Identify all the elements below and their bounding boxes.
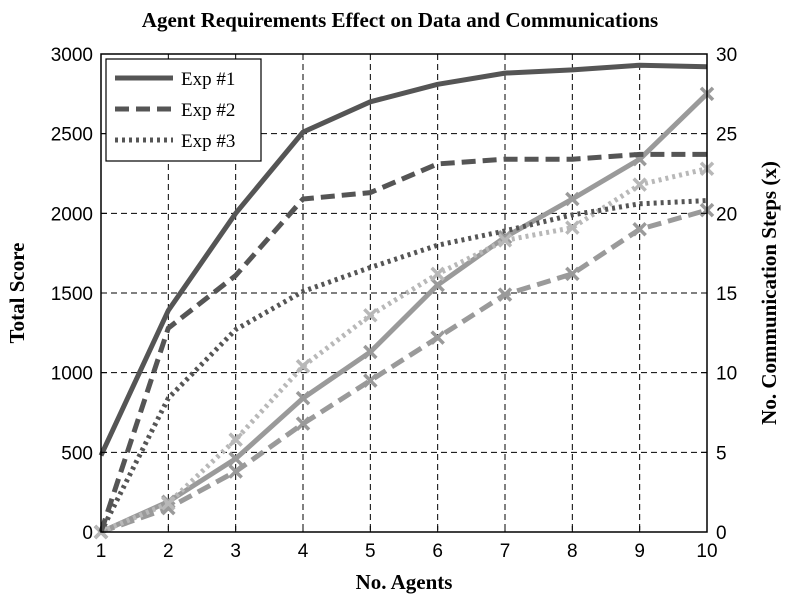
x-tick-label: 2 bbox=[163, 541, 174, 562]
series-line-3 bbox=[98, 198, 708, 534]
y-tick-label: 2000 bbox=[51, 204, 93, 225]
series-5-point bbox=[565, 266, 580, 282]
series-line-4 bbox=[99, 92, 709, 535]
x-axis-label: No. Agents bbox=[356, 570, 453, 594]
series-line-6 bbox=[100, 166, 708, 535]
y-axis-label: Total Score bbox=[5, 243, 29, 344]
series-4-point bbox=[430, 277, 445, 293]
y2-tick-label: 20 bbox=[716, 204, 737, 225]
series-5-point bbox=[161, 500, 176, 516]
y-tick-label: 1500 bbox=[51, 284, 93, 305]
x-tick-label: 9 bbox=[634, 541, 645, 562]
series-5-point bbox=[632, 222, 647, 237]
series-6-point bbox=[161, 496, 176, 511]
series-6-point bbox=[565, 220, 580, 235]
series-6-point bbox=[295, 359, 311, 374]
series-6-point bbox=[228, 432, 243, 447]
y-tick-label: 500 bbox=[61, 443, 93, 464]
y2-tick-label: 5 bbox=[716, 443, 727, 464]
series-line-2 bbox=[98, 151, 707, 533]
series-4-point bbox=[497, 229, 513, 245]
legend: Exp #1 Exp #2 Exp #3 bbox=[105, 58, 262, 162]
series-4-point bbox=[295, 390, 311, 406]
x-tick-label: 4 bbox=[298, 541, 309, 562]
series-4-point bbox=[565, 191, 580, 207]
x-tick-label: 5 bbox=[365, 541, 376, 562]
y2-tick-label: 10 bbox=[716, 364, 737, 385]
y2-tick-label: 25 bbox=[716, 125, 737, 146]
series-5-point bbox=[497, 287, 513, 302]
x-tick-label: 8 bbox=[567, 541, 578, 562]
legend-label: Exp #1 bbox=[181, 69, 235, 90]
y2-tick-label: 15 bbox=[716, 284, 737, 305]
series-layer bbox=[93, 62, 715, 540]
legend-label: Exp #3 bbox=[181, 131, 235, 152]
series-6-point bbox=[363, 308, 378, 323]
series-5-point bbox=[363, 373, 378, 388]
series-6-point bbox=[497, 233, 513, 248]
y-tick-label: 3000 bbox=[51, 45, 93, 66]
x-tick-label: 1 bbox=[96, 541, 107, 562]
series-5-point bbox=[295, 416, 311, 431]
series-5-point bbox=[430, 330, 445, 345]
x-tick-label: 6 bbox=[432, 541, 443, 562]
series-4-point bbox=[363, 344, 378, 360]
series-6-point bbox=[430, 266, 445, 282]
chart-title: Agent Requirements Effect on Data and Co… bbox=[142, 8, 658, 32]
series-line-1 bbox=[98, 62, 708, 457]
x-tick-label: 3 bbox=[230, 541, 241, 562]
series-5-point bbox=[228, 464, 243, 479]
y-tick-label: 2500 bbox=[51, 125, 93, 146]
y-tick-label: 1000 bbox=[51, 364, 93, 385]
y2-tick-label: 0 bbox=[716, 523, 727, 544]
y-tick-label: 0 bbox=[82, 523, 93, 544]
series-4-point bbox=[228, 451, 243, 466]
y2-axis-label: No. Communication Steps (x) bbox=[757, 161, 781, 425]
x-tick-label: 7 bbox=[500, 541, 511, 562]
series-6-point bbox=[632, 177, 647, 192]
legend-label: Exp #2 bbox=[181, 100, 235, 121]
series-line-5 bbox=[100, 207, 708, 535]
x-tick-label: 10 bbox=[696, 541, 717, 562]
y2-tick-label: 30 bbox=[716, 45, 737, 66]
